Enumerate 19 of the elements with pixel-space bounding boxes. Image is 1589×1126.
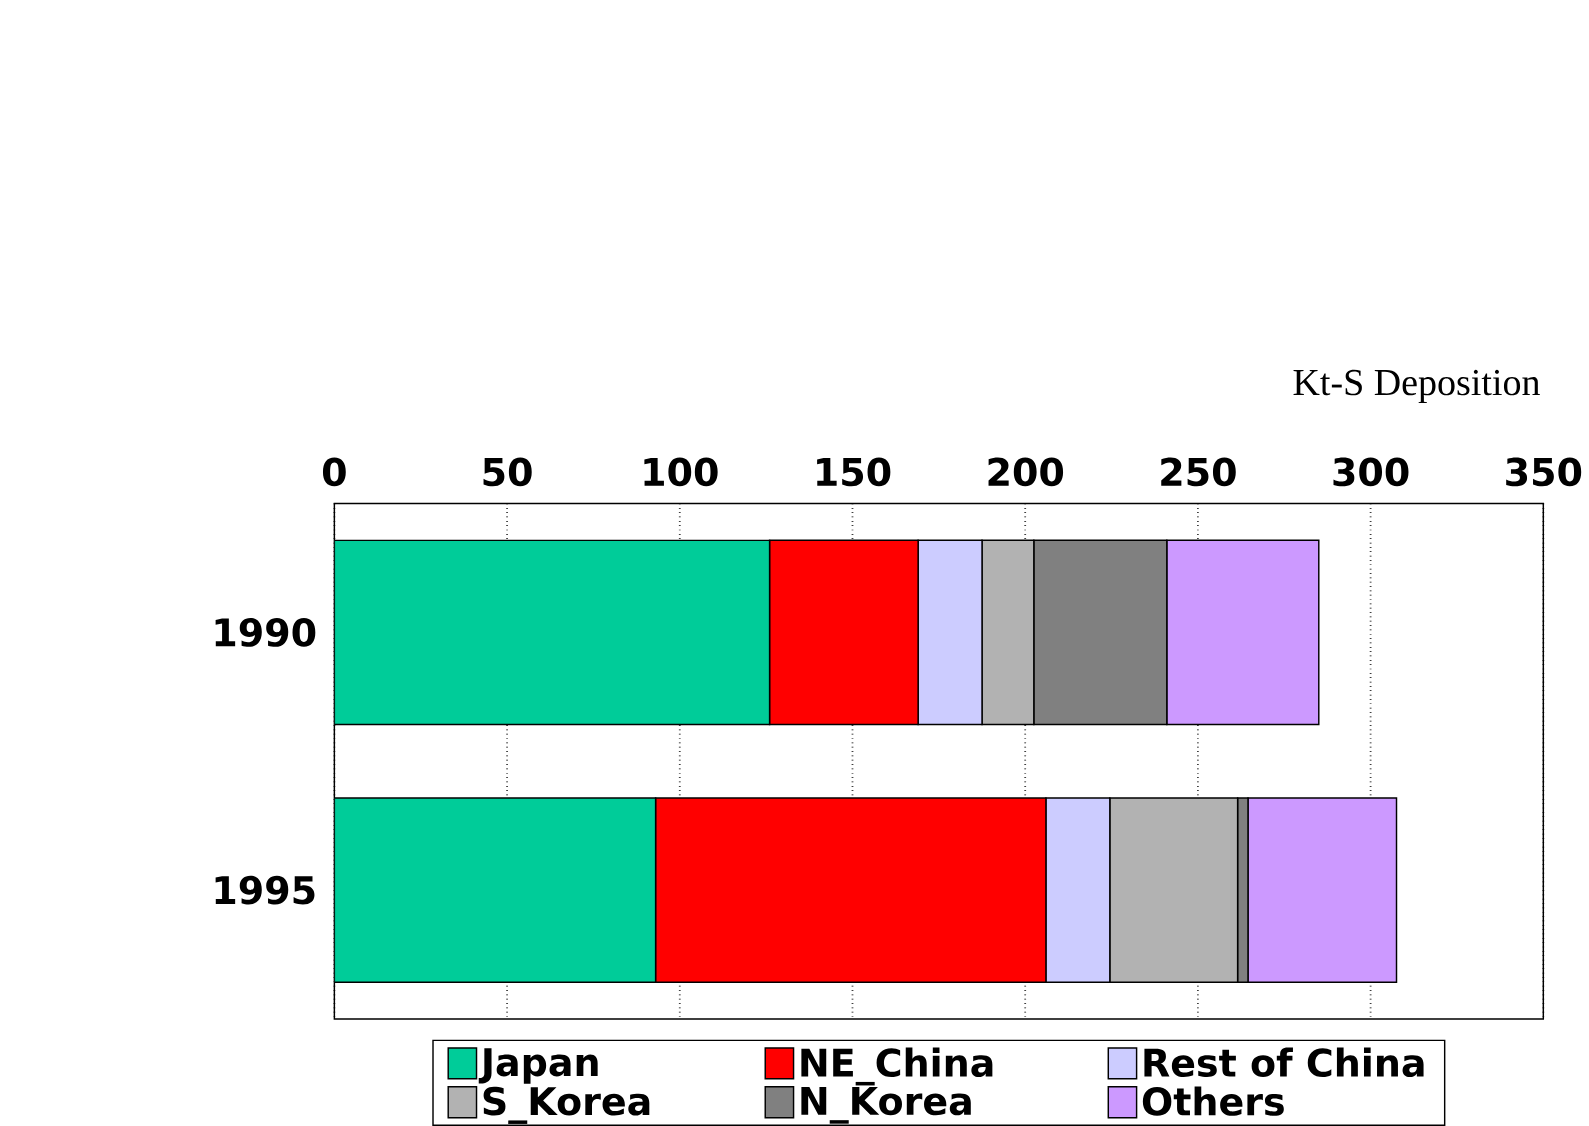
bar (334, 539, 771, 726)
x-tick-label: 0 (322, 457, 346, 487)
bar (334, 797, 657, 984)
x-tick-label: 350 (1506, 457, 1582, 487)
x-tick-label: 150 (817, 457, 891, 487)
legend-label: Others (1142, 1086, 1284, 1116)
x-tick-label: 50 (483, 457, 532, 487)
y-tick-label: 1990 (215, 618, 316, 647)
legend-label: NE_China (801, 1047, 993, 1086)
x-tick-label: 250 (1161, 457, 1236, 487)
x-tick-label: 200 (988, 457, 1064, 487)
x-axis-title: Kt-S Deposition (1293, 369, 1540, 404)
legend-label: Japan (478, 1048, 598, 1084)
x-tick-label: 100 (644, 457, 718, 487)
y-tick-label: 1995 (215, 875, 315, 905)
legend-label: Rest of China (1144, 1047, 1424, 1078)
legend-label: N_Korea (801, 1087, 971, 1124)
x-tick-label: 300 (1333, 457, 1409, 487)
legend-label: S_Korea (483, 1086, 650, 1124)
